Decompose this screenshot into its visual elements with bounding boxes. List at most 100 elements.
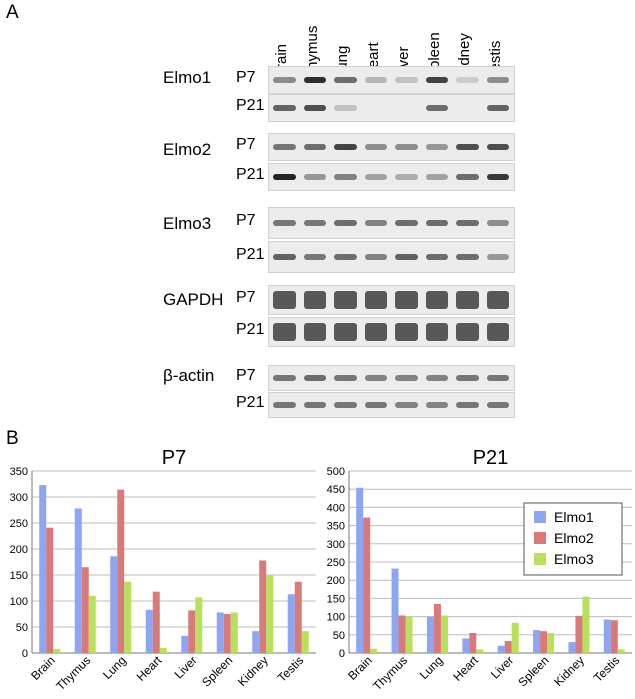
- gel-band: [486, 323, 509, 341]
- bar-elmo1: [391, 568, 399, 653]
- gel-band: [303, 220, 326, 226]
- gel-band: [334, 291, 357, 309]
- y-tick-label: 300: [10, 492, 28, 504]
- x-tick-label: Brain: [28, 653, 58, 683]
- bar-elmo1: [568, 642, 576, 653]
- bar-elmo3: [582, 596, 590, 653]
- y-tick-label: 150: [327, 593, 345, 605]
- gel-strip: [268, 241, 515, 273]
- bar-elmo2: [363, 517, 371, 653]
- bar-elmo3: [547, 632, 555, 653]
- legend-swatch-elmo2: [534, 532, 546, 544]
- gel-band: [456, 323, 479, 341]
- bar-elmo2: [575, 615, 583, 653]
- bar-elmo2: [610, 620, 618, 653]
- gel-band: [334, 375, 357, 381]
- bar-elmo2: [433, 603, 441, 653]
- x-tick-label: Spleen: [199, 653, 235, 689]
- gel-band: [364, 291, 387, 309]
- gel-band: [425, 105, 448, 111]
- x-tick-label: Heart: [134, 653, 165, 684]
- bar-elmo2: [188, 610, 196, 653]
- bar-elmo2: [46, 527, 54, 653]
- gel-band: [334, 402, 357, 408]
- x-tick-label: Thymus: [53, 653, 93, 693]
- bar-elmo1: [533, 630, 541, 653]
- age-label: P7: [236, 69, 256, 86]
- gel-band: [303, 375, 326, 381]
- gel-band: [273, 254, 296, 260]
- x-tick-label: Testis: [275, 653, 307, 685]
- bar-elmo2: [469, 632, 477, 653]
- x-tick-label: Spleen: [515, 653, 551, 689]
- bar-elmo3: [440, 615, 448, 653]
- gel-band: [395, 402, 418, 408]
- bar-elmo3: [301, 631, 309, 653]
- gel-band: [395, 77, 418, 83]
- gel-band: [334, 254, 357, 260]
- gel-band: [425, 220, 448, 226]
- gel-band: [273, 375, 296, 381]
- y-tick-label: 100: [327, 612, 345, 624]
- bar-elmo3: [370, 648, 378, 653]
- gel-band: [425, 174, 448, 180]
- bar-elmo2: [81, 567, 89, 653]
- gel-band: [486, 174, 509, 180]
- x-tick-label: Lung: [100, 653, 129, 682]
- bar-elmo3: [405, 616, 413, 653]
- gel-band: [364, 375, 387, 381]
- legend-label: Elmo3: [554, 551, 594, 567]
- gel-band: [395, 254, 418, 260]
- gel-band: [456, 291, 479, 309]
- gene-label: β-actin: [163, 366, 215, 385]
- gel-band: [456, 402, 479, 408]
- chart-title: P21: [473, 447, 509, 469]
- gel-band: [303, 323, 326, 341]
- gel-band: [334, 105, 357, 111]
- bar-elmo1: [603, 619, 611, 653]
- gel-band: [425, 254, 448, 260]
- bar-elmo2: [223, 614, 231, 653]
- gel-strip: [268, 365, 515, 391]
- age-label: P21: [236, 246, 265, 263]
- gel-band: [303, 77, 326, 83]
- y-tick-label: 50: [333, 630, 345, 642]
- gel-band: [486, 105, 509, 111]
- y-tick-label: 250: [10, 518, 28, 530]
- gene-label: Elmo2: [163, 140, 212, 159]
- gel-band: [303, 291, 326, 309]
- gel-band: [334, 77, 357, 83]
- bar-elmo2: [504, 640, 512, 653]
- y-tick-label: 200: [327, 575, 345, 587]
- bar-elmo1: [181, 635, 189, 653]
- gel-band: [273, 220, 296, 226]
- gel-band: [456, 144, 479, 150]
- bar-elmo3: [159, 647, 167, 653]
- bar-elmo1: [287, 594, 295, 653]
- gel-band: [486, 254, 509, 260]
- gel-band: [456, 254, 479, 260]
- legend-label: Elmo2: [554, 530, 594, 546]
- gene-label: Elmo3: [163, 214, 212, 233]
- gel-band: [395, 144, 418, 150]
- bar-elmo2: [259, 560, 267, 653]
- gel-band: [486, 220, 509, 226]
- bar-elmo3: [88, 595, 96, 653]
- bar-elmo1: [110, 556, 118, 653]
- age-label: P21: [236, 97, 265, 114]
- bar-elmo3: [230, 612, 238, 653]
- x-tick-label: Kidney: [551, 653, 587, 689]
- gel-band: [364, 402, 387, 408]
- gel-band: [456, 174, 479, 180]
- gel-strip: [268, 66, 515, 94]
- age-label: P21: [236, 394, 265, 411]
- gel-band: [334, 144, 357, 150]
- x-tick-label: Testis: [591, 653, 623, 685]
- bar-elmo1: [356, 487, 364, 653]
- y-tick-label: 0: [339, 648, 345, 660]
- bar-elmo2: [540, 631, 548, 653]
- gel-band: [395, 375, 418, 381]
- gel-band: [425, 375, 448, 381]
- gel-band: [456, 220, 479, 226]
- y-tick-label: 400: [327, 502, 345, 514]
